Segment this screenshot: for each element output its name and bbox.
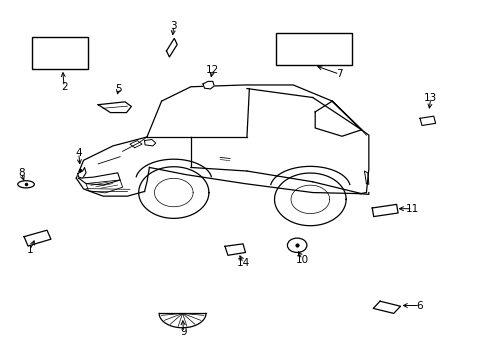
Polygon shape (371, 204, 397, 217)
Text: 14: 14 (236, 258, 250, 268)
Polygon shape (144, 139, 156, 146)
Text: 9: 9 (180, 327, 186, 337)
Text: 2: 2 (61, 82, 67, 92)
Polygon shape (98, 102, 131, 113)
Polygon shape (372, 301, 400, 314)
Ellipse shape (18, 181, 34, 188)
Text: 7: 7 (336, 69, 342, 79)
Text: 3: 3 (170, 21, 177, 31)
Polygon shape (78, 167, 86, 178)
Polygon shape (24, 230, 51, 246)
Bar (276, 33, 351, 65)
Text: 5: 5 (115, 84, 122, 94)
Text: 6: 6 (416, 301, 423, 311)
Text: 1: 1 (26, 245, 33, 255)
Polygon shape (203, 81, 214, 89)
Polygon shape (224, 244, 245, 255)
Text: 10: 10 (295, 255, 308, 265)
Text: 11: 11 (405, 204, 419, 214)
Polygon shape (419, 116, 435, 126)
Text: 12: 12 (206, 64, 219, 75)
Text: 8: 8 (18, 168, 24, 178)
Bar (32, 37, 88, 69)
Polygon shape (159, 314, 205, 328)
Text: 4: 4 (75, 148, 82, 158)
Polygon shape (166, 39, 177, 57)
Polygon shape (79, 173, 120, 185)
Text: 13: 13 (423, 93, 436, 103)
